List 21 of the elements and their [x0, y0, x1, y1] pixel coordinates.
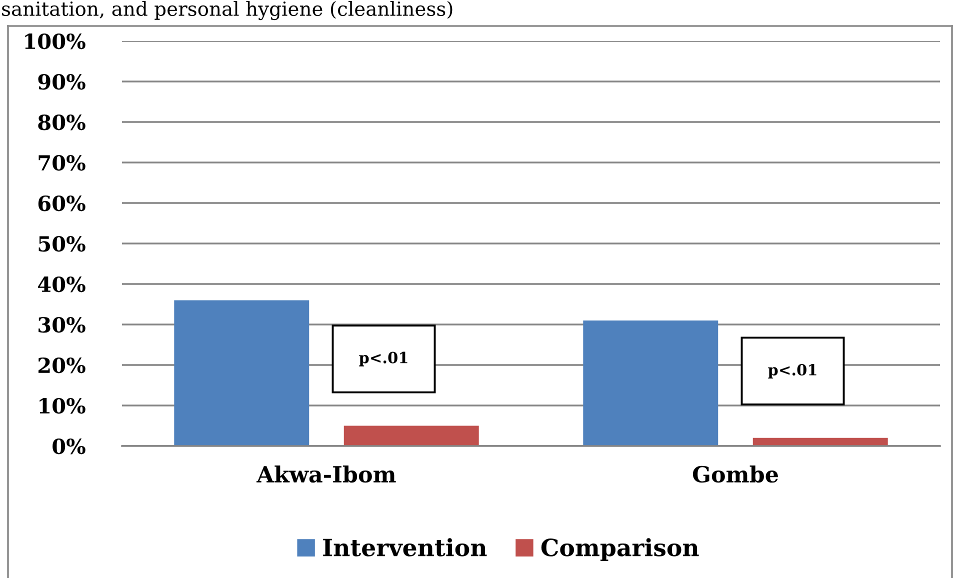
chart-title: sanitation, and personal hygiene (cleanliness) [2, 1, 452, 20]
bar [344, 426, 479, 446]
y-tick-label: 40% [38, 276, 86, 292]
bar [583, 320, 718, 446]
annotation: p<.01 [359, 352, 408, 366]
y-tick-label: 80% [38, 114, 86, 130]
y-tick-label: 50% [38, 236, 86, 252]
annotation: p<.01 [768, 364, 816, 378]
bar [174, 300, 310, 446]
y-tick-label: 100% [25, 33, 86, 50]
y-tick-label: 30% [38, 316, 86, 333]
y-tick-label: 0% [52, 438, 86, 454]
y-tick-label: 20% [38, 357, 86, 374]
x-tick-label: Gombe [692, 465, 778, 483]
y-tick-label: 70% [38, 154, 86, 171]
x-tick-label: Akwa-Ibom [256, 465, 396, 483]
y-tick-label: 90% [38, 74, 86, 90]
y-tick-label: 60% [38, 195, 86, 212]
y-tick-label: 10% [40, 398, 86, 414]
legend-label: Intervention [323, 538, 487, 556]
legend-label: Comparison [541, 538, 699, 561]
